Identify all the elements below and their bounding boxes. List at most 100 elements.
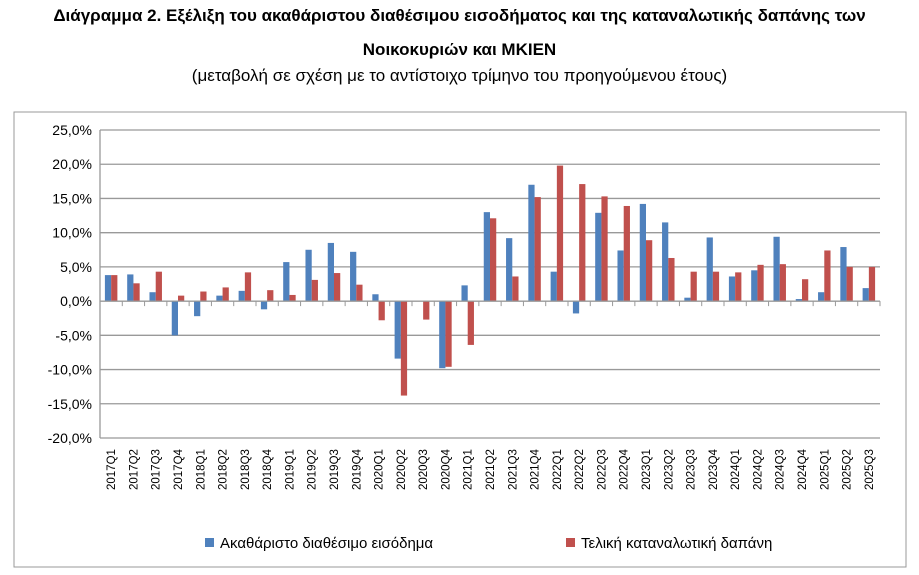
- bar-consumption: [244, 272, 252, 302]
- bar-income: [840, 247, 847, 302]
- bar-consumption: [400, 301, 408, 396]
- legend-swatch: [205, 538, 214, 547]
- x-tick-label: 2022Q2: [574, 449, 586, 490]
- bar-consumption: [490, 218, 497, 302]
- x-tick-label: 2025Q3: [864, 449, 876, 490]
- bar-income: [238, 290, 245, 302]
- bar-consumption: [200, 291, 207, 302]
- bar-consumption: [222, 287, 229, 302]
- bar-consumption: [824, 250, 831, 302]
- bar-consumption: [735, 272, 742, 302]
- bar-consumption: [178, 295, 185, 302]
- x-tick-label: 2024Q4: [797, 448, 809, 490]
- bar-income: [550, 271, 557, 302]
- x-tick-label: 2023Q4: [708, 448, 720, 490]
- x-tick-label: 2019Q4: [351, 448, 363, 490]
- x-tick-label: 2021Q3: [507, 449, 519, 490]
- chart-subtitle: (μεταβολή σε σχέση με το αντίστοιχο τρίμ…: [191, 66, 728, 85]
- x-tick-label: 2021Q2: [485, 449, 497, 490]
- bar-consumption: [690, 271, 697, 302]
- x-tick-label: 2018Q3: [240, 449, 252, 490]
- bar-consumption: [646, 240, 653, 302]
- y-tick-label: 5,0%: [60, 259, 92, 275]
- bar-income: [751, 270, 758, 302]
- bar-income: [862, 288, 869, 302]
- bar-income: [795, 299, 802, 302]
- bar-consumption: [846, 266, 853, 302]
- bar-income: [104, 275, 112, 302]
- bar-consumption: [757, 264, 764, 302]
- x-tick-label: 2020Q3: [418, 449, 430, 490]
- x-tick-label: 2019Q3: [329, 449, 341, 490]
- x-tick-label: 2019Q1: [284, 449, 296, 490]
- x-tick-label: 2019Q2: [307, 449, 319, 490]
- bar-income: [461, 285, 468, 302]
- x-tick-label: 2017Q3: [151, 449, 163, 490]
- bar-income: [506, 238, 513, 302]
- x-tick-label: 2021Q4: [530, 448, 542, 490]
- x-tick-label: 2022Q1: [552, 449, 564, 490]
- bar-consumption: [802, 279, 809, 302]
- bar-consumption: [712, 271, 720, 302]
- bar-consumption: [289, 294, 296, 302]
- bar-consumption: [668, 257, 675, 302]
- bar-income: [528, 184, 535, 302]
- bar-income: [194, 301, 201, 317]
- bar-income: [662, 222, 669, 302]
- chart-title: Διάγραμμα 2. Εξέλιξη του ακαθάριστου δια…: [53, 6, 866, 25]
- bar-income: [684, 297, 691, 302]
- x-tick-label: 2018Q2: [218, 449, 230, 490]
- x-tick-label: 2020Q4: [440, 448, 452, 490]
- x-tick-label: 2017Q1: [106, 449, 118, 490]
- x-tick-label: 2022Q3: [596, 449, 608, 490]
- legend-label: Τελική καταναλωτική δαπάνη: [581, 535, 772, 552]
- bar-consumption: [467, 301, 474, 345]
- legend-swatch: [566, 538, 575, 547]
- bar-income: [439, 301, 446, 369]
- y-tick-label: -20,0%: [48, 430, 92, 446]
- chart-frame: [13, 111, 907, 568]
- bar-income: [572, 301, 580, 314]
- bar-income: [483, 212, 490, 302]
- bar-income: [728, 276, 736, 302]
- bar-consumption: [512, 276, 519, 302]
- bar-consumption: [534, 197, 541, 302]
- x-tick-label: 2023Q2: [663, 449, 675, 490]
- y-tick-label: 10,0%: [52, 225, 92, 241]
- bar-income: [216, 295, 223, 302]
- bar-income: [127, 274, 134, 302]
- bar-income: [149, 292, 156, 302]
- bar-consumption: [423, 301, 430, 320]
- bar-consumption: [155, 271, 162, 302]
- bar-consumption: [556, 165, 564, 302]
- bar-consumption: [267, 290, 274, 302]
- bar-income: [327, 242, 334, 302]
- bar-consumption: [133, 283, 140, 302]
- y-tick-label: 20,0%: [52, 156, 92, 172]
- y-tick-label: -10,0%: [48, 362, 92, 378]
- bar-consumption: [868, 266, 876, 302]
- x-tick-label: 2025Q2: [842, 449, 854, 490]
- bar-consumption: [623, 205, 630, 302]
- x-tick-label: 2024Q2: [752, 449, 764, 490]
- bar-income: [350, 251, 357, 302]
- bar-consumption: [601, 196, 608, 302]
- y-tick-label: -15,0%: [48, 396, 92, 412]
- bar-income: [706, 237, 713, 302]
- bar-consumption: [779, 264, 786, 302]
- x-tick-label: 2020Q2: [396, 449, 408, 490]
- x-tick-label: 2022Q4: [619, 448, 631, 490]
- x-tick-label: 2021Q1: [463, 449, 475, 490]
- bar-income: [171, 301, 178, 336]
- x-tick-label: 2024Q3: [775, 449, 787, 490]
- legend-label: Ακαθάριστο διαθέσιμο εισόδημα: [220, 535, 433, 552]
- bar-consumption: [356, 284, 363, 302]
- bar-income: [283, 262, 290, 302]
- bar-consumption: [311, 279, 318, 302]
- chart-title-line2: Νοικοκυριών και ΜΚΙΕΝ: [362, 40, 557, 59]
- y-tick-label: 15,0%: [52, 190, 92, 206]
- x-tick-label: 2017Q4: [173, 448, 185, 490]
- bar-income: [773, 236, 780, 302]
- x-tick-label: 2023Q3: [686, 449, 698, 490]
